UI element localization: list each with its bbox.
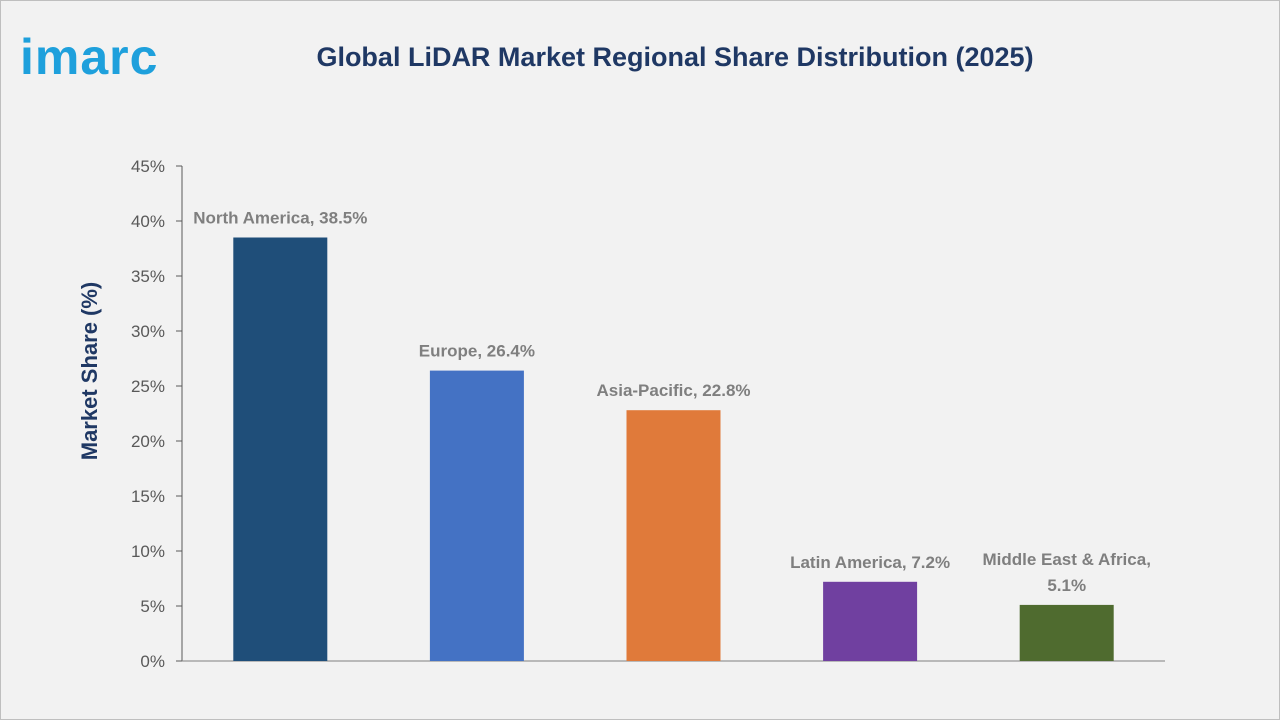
bar bbox=[823, 581, 918, 661]
data-label: Latin America, 7.2% bbox=[790, 553, 950, 572]
imarc-logo: imarc bbox=[20, 30, 158, 85]
data-label: 5.1% bbox=[1047, 576, 1086, 595]
y-tick-label: 35% bbox=[131, 267, 165, 286]
bar bbox=[429, 370, 524, 661]
y-tick-label: 10% bbox=[131, 542, 165, 561]
data-label: Europe, 26.4% bbox=[419, 342, 535, 361]
bar bbox=[626, 410, 721, 661]
y-tick-label: 0% bbox=[140, 652, 165, 671]
bar bbox=[233, 237, 328, 661]
bar bbox=[1019, 604, 1114, 661]
y-tick-label: 45% bbox=[131, 157, 165, 176]
svg-text:imarc: imarc bbox=[20, 30, 158, 85]
y-tick-label: 30% bbox=[131, 322, 165, 341]
data-label: Asia-Pacific, 22.8% bbox=[596, 381, 750, 400]
y-tick-label: 15% bbox=[131, 487, 165, 506]
y-axis-title: Market Share (%) bbox=[77, 282, 102, 461]
data-label: North America, 38.5% bbox=[193, 209, 367, 228]
y-tick-label: 5% bbox=[140, 597, 165, 616]
y-tick-label: 40% bbox=[131, 212, 165, 231]
data-label: Middle East & Africa, bbox=[982, 550, 1150, 569]
y-tick-label: 25% bbox=[131, 377, 165, 396]
chart-title: Global LiDAR Market Regional Share Distr… bbox=[316, 42, 1034, 72]
y-tick-label: 20% bbox=[131, 432, 165, 451]
